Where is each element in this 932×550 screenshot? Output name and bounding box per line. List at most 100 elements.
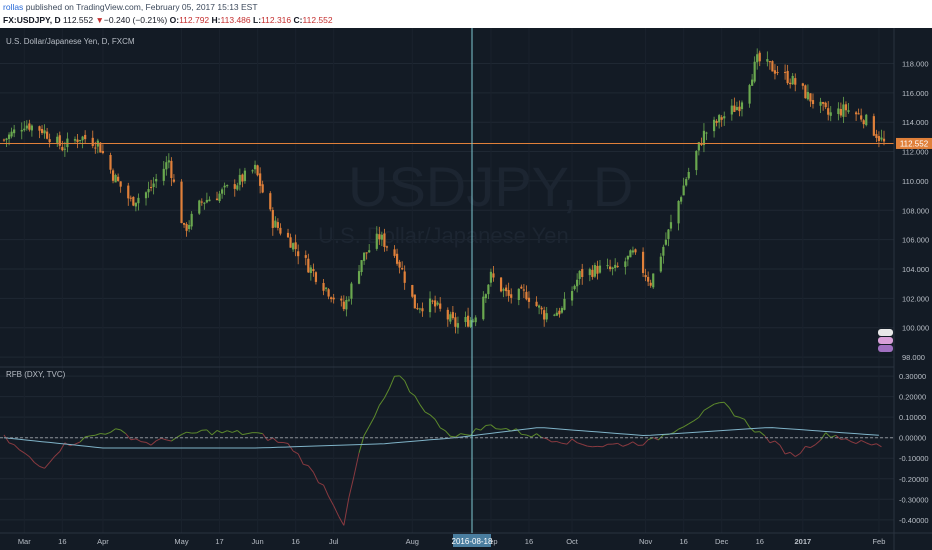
candle-body	[593, 265, 596, 277]
candle-body	[715, 120, 718, 123]
candles-layer	[2, 48, 886, 334]
time-tick-label: 16	[756, 537, 764, 546]
candle-body	[484, 294, 487, 299]
indicator-tick-label: -0.20000	[899, 475, 929, 484]
indicator-segment	[871, 443, 877, 446]
indicator-segment	[723, 401, 730, 409]
candle-body	[271, 209, 274, 228]
candle-body	[842, 104, 845, 117]
indicator-segment	[196, 429, 203, 434]
candle-body	[23, 128, 26, 131]
candle-body	[811, 100, 815, 105]
candle-body	[149, 186, 153, 188]
indicator-tick-label: 0.00000	[899, 434, 926, 443]
candle-body	[439, 303, 442, 309]
indicator-segment	[373, 405, 380, 418]
indicator-axis[interactable]: 0.30000 0.20000 0.10000 0.00000 -0.10000 -0.2…	[899, 372, 929, 525]
crosshair-date-box	[453, 534, 491, 547]
candle-body	[758, 52, 761, 62]
time-tick-label: Mar	[18, 537, 31, 546]
indicator-segment	[404, 380, 411, 393]
candle-body	[791, 75, 794, 85]
author-link[interactable]: rollas	[3, 2, 24, 12]
price-tick-label: 110.000	[902, 177, 929, 186]
candle-body	[877, 136, 881, 141]
indicator-segment	[480, 425, 487, 431]
price-axis[interactable]: 118.000 116.000 114.000 112.000 110.000 108.0…	[902, 59, 929, 362]
indicator-segment	[475, 428, 481, 431]
candle-body	[185, 224, 188, 231]
indicator-segment	[769, 440, 776, 444]
candle-body	[451, 312, 454, 319]
indicator-segment	[876, 443, 882, 448]
indicator-segment	[820, 432, 827, 441]
candle-body	[340, 298, 343, 301]
symbol-header: FX:USDJPY, D 112.552 ▼−0.240 (−0.21%) O:…	[0, 13, 932, 27]
candle-body	[538, 305, 541, 308]
candle-body	[626, 255, 629, 260]
candle-body	[517, 288, 520, 301]
candle-body	[748, 85, 751, 104]
indicator-segment	[74, 441, 81, 445]
indicator-segment	[85, 435, 91, 438]
candle-body	[198, 200, 201, 214]
indicator-segment	[698, 410, 705, 418]
candle-body	[697, 142, 700, 151]
candle-body	[61, 146, 64, 151]
candle-body	[507, 290, 510, 296]
candle-body	[28, 123, 31, 130]
candle-body	[208, 199, 211, 202]
candle-body	[616, 265, 619, 267]
price-tick-label: 108.000	[902, 206, 929, 215]
candle-body	[84, 134, 87, 140]
indicator-segment	[39, 465, 45, 469]
open-label: O:	[169, 15, 180, 25]
candle-body	[411, 285, 414, 297]
candle-body	[685, 179, 688, 186]
indicator-segment	[318, 482, 324, 486]
indicator-segment	[653, 437, 659, 441]
candle-body	[25, 125, 28, 129]
indicator-segment	[526, 434, 532, 438]
candle-body	[431, 300, 434, 302]
candle-body	[505, 287, 508, 292]
grid-lines	[0, 28, 894, 533]
indicator-segment	[688, 420, 695, 425]
publish-header: rollas published on TradingView.com, Feb…	[0, 0, 932, 14]
indicator-segment	[566, 438, 573, 445]
indicator-segment	[348, 475, 355, 498]
candle-body	[662, 246, 665, 256]
indicator-segment	[23, 452, 30, 458]
candle-body	[882, 138, 886, 142]
candle-body	[226, 185, 229, 187]
candle-body	[581, 269, 584, 277]
candle-body	[880, 137, 883, 140]
indicator-segment	[262, 433, 269, 441]
candle-body	[261, 184, 264, 193]
candle-body	[844, 104, 848, 111]
price-tick-label: 104.000	[902, 265, 929, 274]
candle-body	[872, 116, 875, 136]
candle-body	[119, 181, 122, 187]
indicator-segment	[794, 452, 801, 457]
indicator-segment	[810, 444, 816, 449]
candle-body	[489, 271, 493, 283]
candle-body	[829, 112, 832, 116]
price-tick-label: 100.000	[902, 324, 929, 333]
candle-body	[649, 282, 652, 286]
candle-body	[165, 162, 168, 170]
candle-body	[403, 271, 406, 283]
chart-canvas[interactable]: USDJPY, D U.S. Dollar/Japanese Yen 118.0…	[0, 28, 932, 550]
candle-body	[48, 139, 51, 143]
candle-body	[40, 128, 44, 133]
candle-body	[398, 261, 401, 268]
indicator-segment	[734, 415, 740, 418]
indicator-segment	[627, 441, 634, 445]
indicator-segment	[232, 430, 238, 433]
indicator-segment	[708, 403, 715, 408]
candle-body	[78, 139, 82, 141]
candle-body	[520, 286, 523, 289]
candle-body	[466, 315, 470, 327]
overlay-badges-icon	[878, 329, 893, 352]
candle-body	[474, 317, 477, 323]
